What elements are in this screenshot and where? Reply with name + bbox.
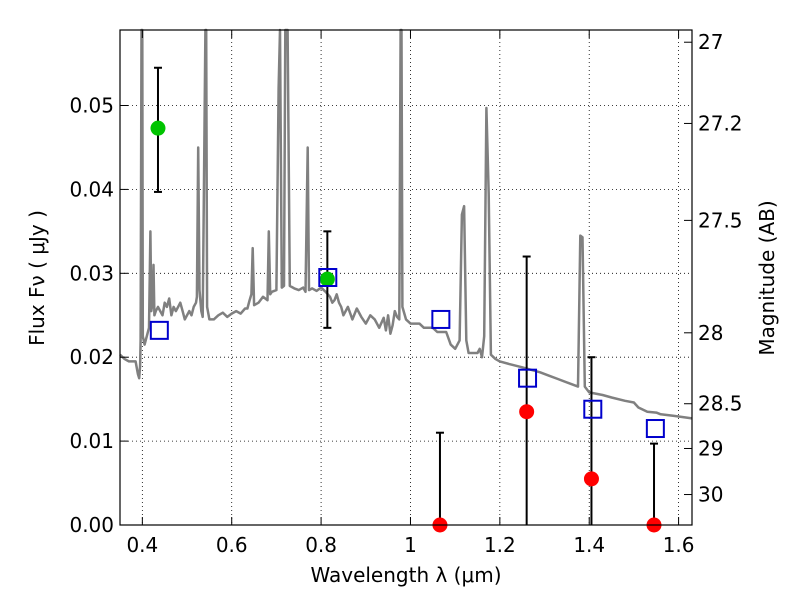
model-photometry-square — [645, 419, 665, 439]
detection-point — [150, 120, 166, 136]
right-tick-label: 28.5 — [698, 392, 743, 416]
right-tick-label: 28 — [698, 321, 723, 345]
model-photometry-square — [318, 268, 338, 287]
right-axis-label: Magnitude (AB) — [755, 200, 779, 355]
detection-point — [519, 404, 535, 420]
grid-lines — [120, 30, 692, 525]
y-tick-label: 0.01 — [69, 429, 114, 453]
model-photometry-square — [431, 309, 451, 329]
model-photometry-square — [583, 399, 603, 419]
plot-frame — [119, 29, 693, 526]
model-spectrum — [119, 28, 693, 420]
y-axis-ticks: 0.00 0.01 0.02 0.03 0.04 0.05 — [69, 94, 128, 537]
x-axis-label: Wavelength λ (μm) — [310, 563, 501, 587]
detection-point — [583, 471, 599, 487]
y-tick-label: 0.00 — [69, 513, 114, 537]
model-spectrum-line — [119, 28, 693, 420]
y-tick-label: 0.04 — [69, 177, 114, 201]
model-photometry-square — [149, 320, 169, 340]
x-tick-label: 1 — [404, 533, 417, 557]
right-tick-label: 27.2 — [698, 111, 743, 135]
right-axis-ticks: 27 27.2 27.5 28 28.5 29 30 — [684, 30, 743, 507]
model-photometry-square — [518, 368, 538, 388]
right-tick-label: 27 — [698, 30, 723, 54]
x-tick-label: 1.4 — [573, 533, 605, 557]
x-tick-label: 0.4 — [126, 533, 158, 557]
right-tick-label: 30 — [698, 483, 723, 507]
x-tick-label: 0.8 — [305, 533, 337, 557]
y-tick-label: 0.05 — [69, 94, 114, 118]
x-axis-ticks: 0.4 0.6 0.8 1 1.2 1.4 1.6 — [126, 30, 695, 557]
detection-point — [319, 271, 335, 287]
x-tick-label: 0.6 — [216, 533, 248, 557]
right-tick-label: 27.5 — [698, 208, 743, 232]
model-photometry-squares — [149, 268, 665, 439]
y-tick-label: 0.03 — [69, 261, 114, 285]
x-tick-label: 1.6 — [663, 533, 695, 557]
y-tick-label: 0.02 — [69, 345, 114, 369]
right-tick-label: 29 — [698, 436, 723, 460]
y-axis-label: Flux Fν ( μJy ) — [25, 210, 49, 346]
x-tick-label: 1.2 — [484, 533, 516, 557]
